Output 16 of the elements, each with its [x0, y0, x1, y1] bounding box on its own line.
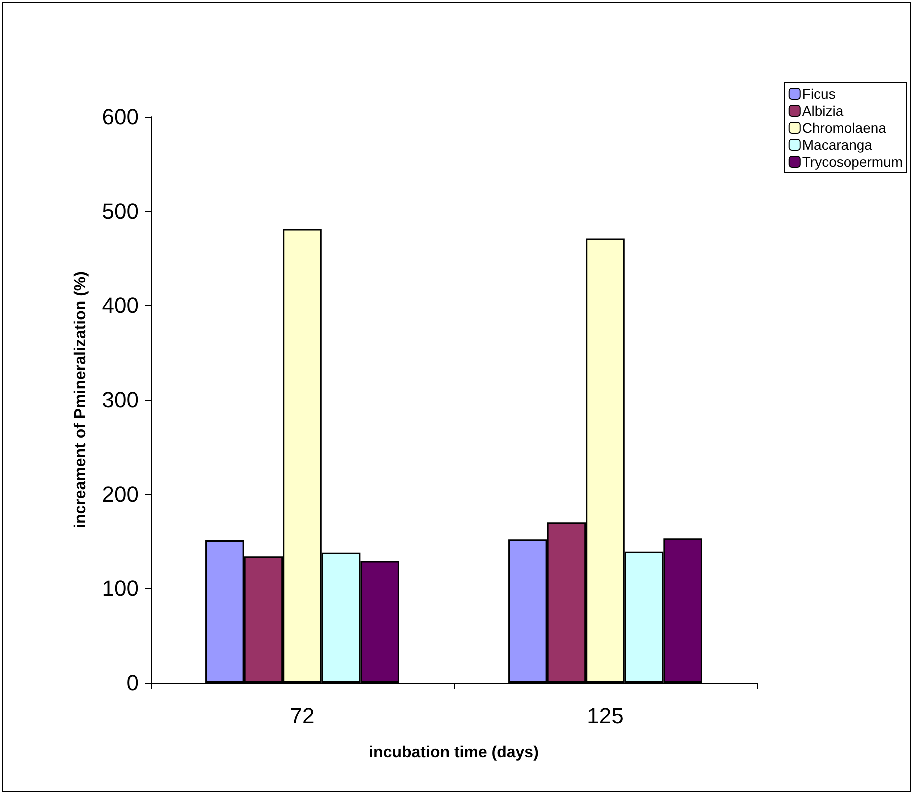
y-tick-label: 600: [102, 104, 139, 130]
x-axis-title: incubation time (days): [369, 744, 539, 762]
y-axis-title: increament of Pmineralization (%): [72, 272, 90, 528]
legend-label: Chromolaena: [802, 120, 887, 136]
x-tick-label: 72: [290, 704, 315, 728]
y-tick-label: 400: [102, 293, 139, 318]
x-tick-label: 125: [587, 704, 624, 728]
y-tick-label: 100: [102, 576, 139, 602]
y-tick-label: 500: [102, 198, 139, 224]
legend-label: Ficus: [802, 86, 836, 102]
y-tick-label: 0: [126, 670, 139, 696]
legend-label: Trycosopermum: [802, 154, 904, 170]
legend-label: Macaranga: [802, 137, 873, 153]
legend-label: Albizia: [802, 103, 844, 119]
y-tick-label: 200: [102, 482, 139, 507]
y-tick-label: 300: [102, 388, 139, 412]
